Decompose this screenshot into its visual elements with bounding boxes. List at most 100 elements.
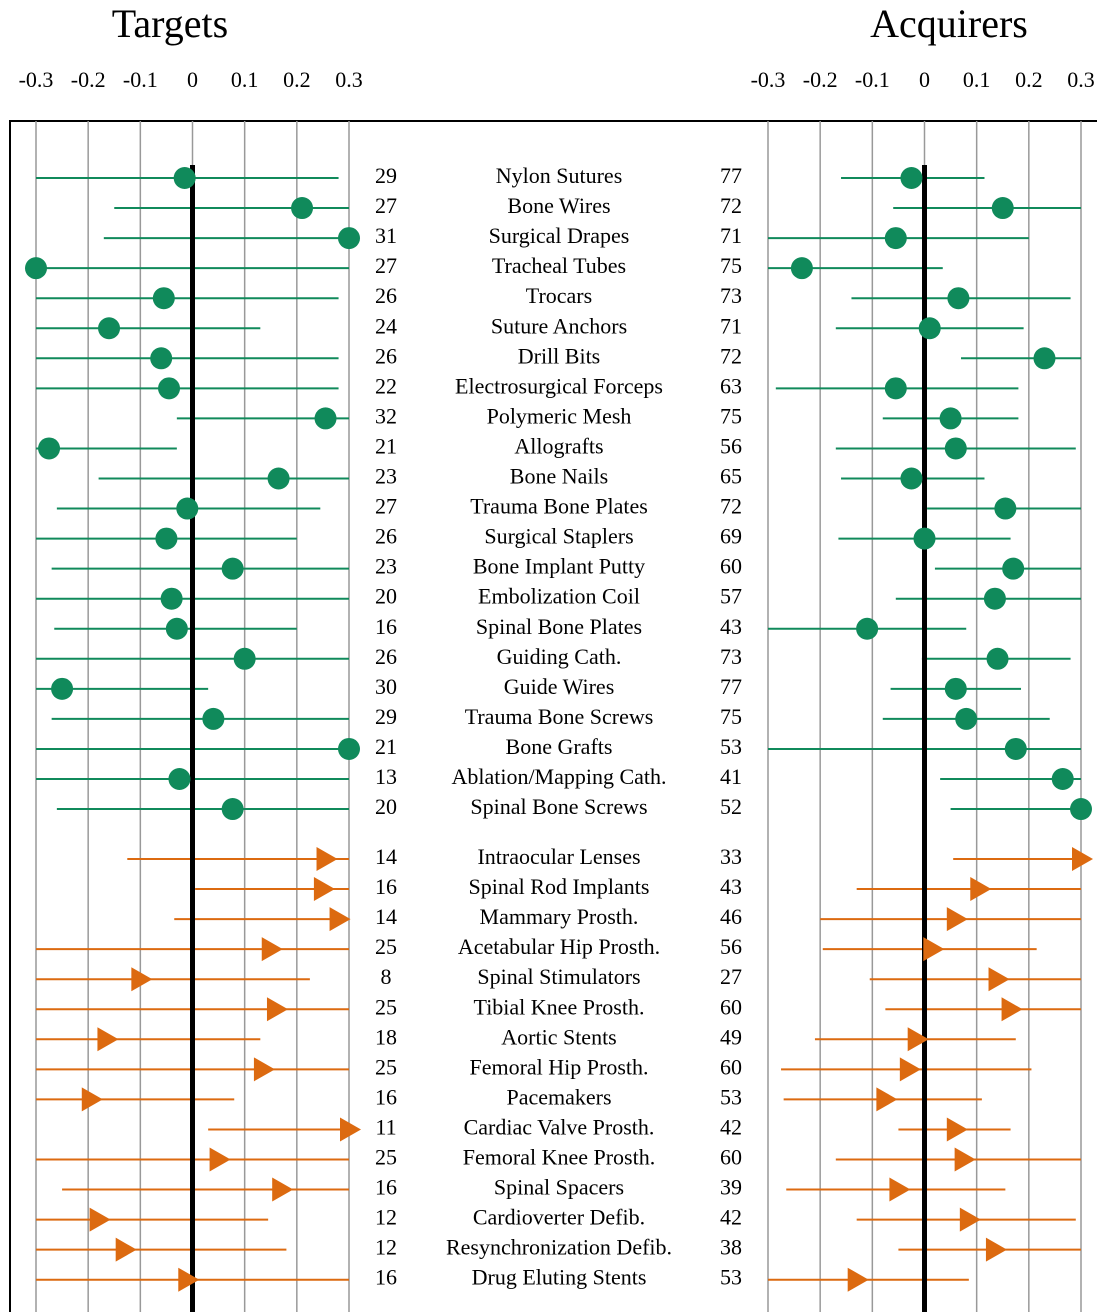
point [946,907,968,932]
count-label: 14 [375,904,397,929]
category-label: Drug Eluting Stents [472,1265,647,1290]
point [946,1117,968,1142]
count-label: 29 [375,163,397,188]
count-label: 63 [720,373,742,398]
count-label: 26 [375,343,397,368]
category-label: Bone Nails [510,464,608,489]
count-label: 32 [375,403,397,428]
point [947,287,970,310]
count-label: 39 [720,1175,742,1200]
count-label: 27 [720,964,742,989]
point [985,1237,1007,1262]
count-label: 11 [375,1114,396,1139]
point [314,407,337,430]
point [884,227,907,250]
point [955,707,978,730]
category-label: Guide Wires [504,674,615,699]
count-label: 56 [720,934,742,959]
count-label: 65 [720,464,742,489]
category-label: Spinal Stimulators [477,964,640,989]
x-tick-label: -0.1 [123,67,158,92]
point [81,1087,103,1112]
count-label: 38 [720,1235,742,1260]
point [889,1177,911,1202]
point [944,437,967,460]
point [983,587,1006,610]
category-label: Surgical Drapes [489,223,630,248]
point [253,1057,275,1082]
count-label: 60 [720,994,742,1019]
count-label: 60 [720,1054,742,1079]
point [267,467,290,490]
point [150,347,173,370]
point [25,257,47,280]
category-label: Spinal Spacers [494,1175,624,1200]
point [986,647,1009,670]
point [261,937,283,962]
count-label: 12 [375,1205,397,1230]
count-label: 77 [720,674,742,699]
point [913,527,936,550]
count-label: 53 [720,1084,742,1109]
point [131,967,153,992]
point [221,557,244,580]
panel-title: Acquirers [870,1,1028,46]
count-label: 26 [375,644,397,669]
x-tick-label: 0.1 [231,67,259,92]
point [316,847,338,871]
category-label: Pacemakers [506,1084,611,1109]
count-label: 25 [375,1145,397,1170]
category-label: Allografts [514,433,603,458]
point [1072,847,1093,871]
point [152,287,175,310]
point [291,197,314,220]
count-label: 73 [720,644,742,669]
category-label: Resynchronization Defib. [446,1235,672,1260]
category-label: Acetabular Hip Prosth. [458,934,660,959]
count-label: 75 [720,704,742,729]
count-label: 71 [720,313,742,338]
count-label: 42 [720,1114,742,1139]
count-label: 43 [720,874,742,899]
category-label: Bone Wires [507,193,610,218]
count-label: 43 [720,614,742,639]
count-label: 22 [375,373,397,398]
point [1004,737,1027,760]
x-tick-label: 0.1 [963,67,991,92]
category-label: Cardiac Valve Prosth. [464,1114,655,1139]
category-label: Femoral Knee Prosth. [463,1145,655,1170]
category-label: Bone Implant Putty [473,554,645,579]
category-label: Electrosurgical Forceps [455,373,663,398]
category-label: Nylon Sutures [496,163,623,188]
point [98,317,121,340]
category-label: Bone Grafts [506,734,613,759]
x-tick-label: 0.3 [1067,67,1095,92]
count-label: 33 [720,844,742,869]
count-label: 72 [720,193,742,218]
category-label: Surgical Staplers [484,524,633,549]
category-label: Tibial Knee Prosth. [474,994,645,1019]
count-label: 25 [375,934,397,959]
point [160,587,183,610]
count-label: 27 [375,253,397,278]
count-label: 25 [375,994,397,1019]
x-tick-label: -0.3 [751,67,786,92]
point [165,617,188,640]
point [959,1207,981,1232]
category-label: Cardioverter Defib. [473,1205,645,1230]
point [847,1267,869,1292]
x-tick-label: -0.2 [803,67,838,92]
point [923,937,945,962]
count-label: 8 [381,964,392,989]
point [790,257,813,280]
count-label: 20 [375,794,397,819]
point [97,1027,119,1052]
category-label: Spinal Bone Screws [470,794,647,819]
point [900,467,923,490]
count-label: 49 [720,1024,742,1049]
count-label: 31 [375,223,397,248]
count-label: 27 [375,193,397,218]
count-label: 20 [375,584,397,609]
point [51,677,74,700]
count-label: 23 [375,554,397,579]
